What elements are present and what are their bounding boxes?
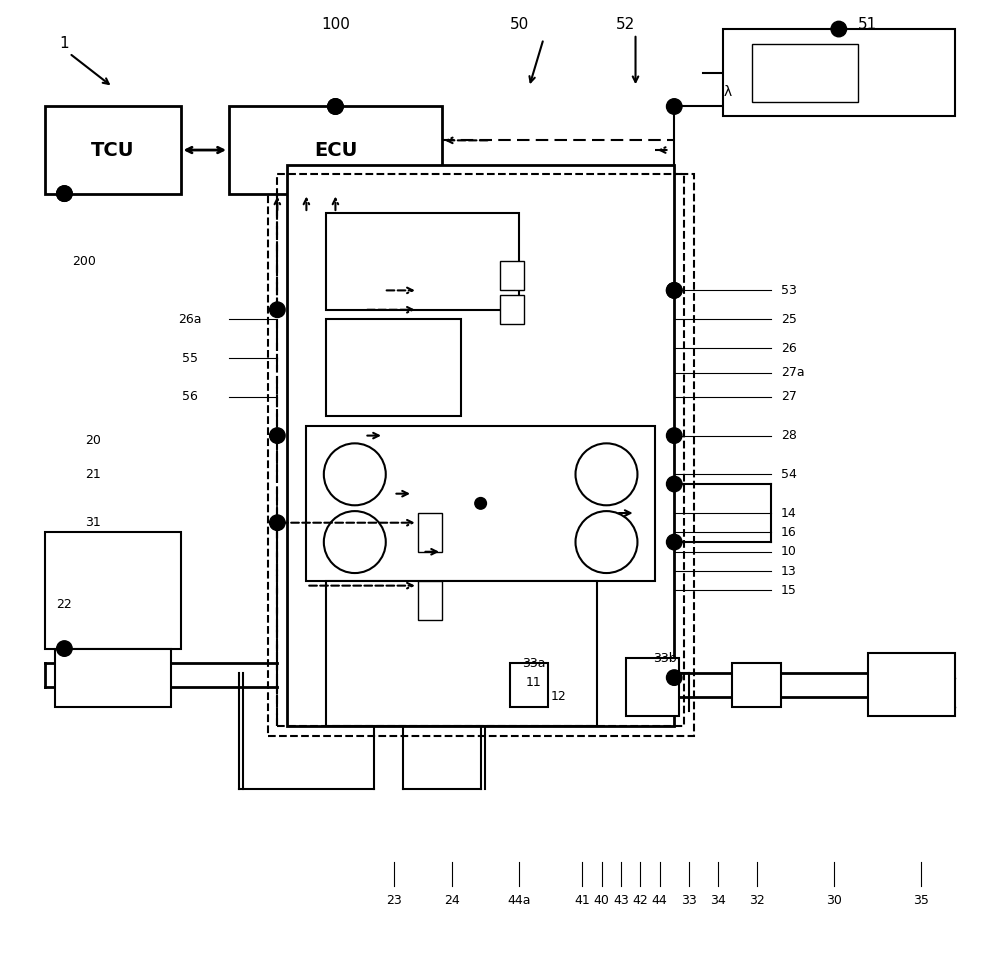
Text: 54: 54 (781, 468, 797, 481)
Text: 14: 14 (781, 506, 796, 520)
Bar (868, 653, 955, 716)
Text: 1: 1 (60, 36, 69, 51)
Text: 28: 28 (781, 429, 797, 442)
Bar (326, 581, 597, 726)
Bar (287, 165, 674, 726)
Circle shape (666, 283, 682, 298)
Text: 25: 25 (781, 313, 797, 326)
Text: 27: 27 (781, 390, 797, 404)
Text: 41: 41 (574, 893, 590, 907)
Text: 52: 52 (616, 16, 635, 32)
Text: 26a: 26a (178, 313, 202, 326)
Text: 43: 43 (613, 893, 629, 907)
Text: 24: 24 (444, 893, 459, 907)
Circle shape (666, 534, 682, 550)
Bar (55, 649, 171, 707)
Text: 33: 33 (681, 893, 697, 907)
Text: 13: 13 (781, 564, 796, 578)
Text: 55: 55 (182, 351, 198, 365)
Text: 53: 53 (781, 284, 797, 297)
Bar (752, 44, 858, 102)
Text: 16: 16 (781, 526, 796, 539)
Circle shape (57, 186, 72, 201)
Circle shape (270, 302, 285, 318)
Bar (326, 319, 461, 416)
Text: 11: 11 (526, 676, 542, 689)
Text: 12: 12 (550, 690, 566, 704)
Bar (45, 106, 181, 194)
Bar (723, 29, 955, 116)
Text: 32: 32 (749, 893, 764, 907)
Text: 50: 50 (510, 16, 529, 32)
Circle shape (831, 21, 847, 37)
Text: 27a: 27a (781, 366, 804, 379)
Text: 31: 31 (86, 516, 101, 529)
Text: 15: 15 (781, 584, 797, 597)
Bar (418, 581, 442, 620)
Bar (418, 513, 442, 552)
Circle shape (270, 428, 285, 443)
Bar (500, 295, 524, 324)
Bar (626, 658, 679, 716)
Text: 23: 23 (386, 893, 401, 907)
Text: 21: 21 (86, 468, 101, 481)
Bar (277, 174, 684, 726)
Text: 56: 56 (182, 390, 198, 404)
Text: 34: 34 (710, 893, 726, 907)
Bar (268, 174, 694, 736)
Circle shape (475, 498, 486, 509)
Text: ECU: ECU (314, 140, 357, 160)
Text: 30: 30 (826, 893, 842, 907)
Text: 44: 44 (652, 893, 668, 907)
Text: 100: 100 (321, 16, 350, 32)
Bar (306, 426, 655, 581)
Text: 44a: 44a (508, 893, 531, 907)
Circle shape (666, 283, 682, 298)
Circle shape (270, 515, 285, 530)
Text: TCU: TCU (91, 140, 135, 160)
Text: 200: 200 (72, 255, 96, 268)
Text: 22: 22 (57, 598, 72, 612)
Bar (732, 663, 781, 707)
Circle shape (666, 99, 682, 114)
Bar (510, 663, 548, 707)
Circle shape (328, 99, 343, 114)
Circle shape (666, 476, 682, 492)
Text: λ: λ (723, 85, 732, 99)
Circle shape (666, 670, 682, 685)
Text: 20: 20 (86, 434, 101, 447)
Bar (229, 106, 442, 194)
Text: 33a: 33a (522, 656, 546, 670)
Text: 35: 35 (913, 893, 929, 907)
Text: 10: 10 (781, 545, 797, 559)
Circle shape (57, 186, 72, 201)
Text: 42: 42 (632, 893, 648, 907)
Bar (500, 261, 524, 290)
Text: 26: 26 (781, 342, 796, 355)
Bar (326, 213, 519, 310)
Bar (45, 532, 181, 649)
Circle shape (666, 428, 682, 443)
Text: 51: 51 (858, 16, 877, 32)
Circle shape (328, 99, 343, 114)
Text: 40: 40 (594, 893, 610, 907)
Circle shape (57, 641, 72, 656)
Text: 33b: 33b (653, 651, 676, 665)
